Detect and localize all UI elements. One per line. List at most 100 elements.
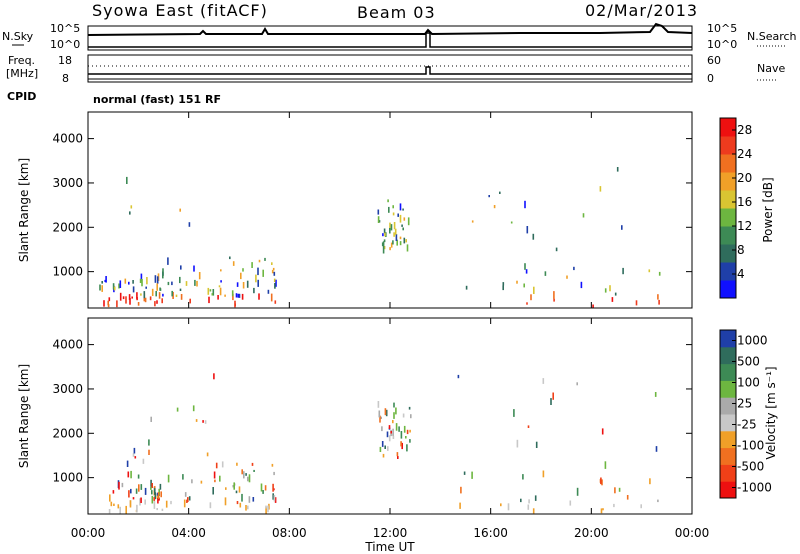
x-tick-label-0: 00:00 — [71, 526, 106, 540]
velocity-echo-cell-152 — [409, 429, 411, 433]
velocity-echo-cell-33 — [144, 499, 146, 505]
power-echo-cell-163 — [657, 294, 659, 300]
power-echo-cell-91 — [236, 282, 239, 287]
power-echo-cell-112 — [257, 279, 259, 287]
x-axis: 00:00 04:00 08:00 12:00 16:00 20:00 00:00 — [71, 526, 710, 540]
power-echo-cell-17 — [144, 297, 147, 303]
power-echo-cell-176 — [599, 186, 602, 192]
velocity-echo-cell-58 — [195, 419, 198, 422]
velocity-echo-cell-2 — [130, 488, 132, 494]
velocity-colorbar-segment-7 — [720, 363, 736, 381]
power-echo-cell-183 — [604, 288, 607, 293]
power-echo-cell-146 — [399, 236, 402, 240]
power-colorbar-tick-label-1: 8 — [737, 243, 745, 257]
velocity-echo-cell-49 — [134, 456, 137, 459]
velocity-echo-cell-198 — [459, 502, 461, 509]
velocity-echo-cell-132 — [379, 415, 381, 423]
velocity-echo-cell-63 — [183, 499, 186, 508]
x-tick-label-2: 08:00 — [272, 526, 307, 540]
noise-panel: N.Sky 10^5 10^0 10^5 10^0 N.Search — [2, 22, 797, 51]
velocity-echo-cell-57 — [148, 439, 150, 446]
power-echo-cell-196 — [648, 269, 651, 273]
velocity-echo-cell-108 — [272, 483, 274, 492]
velocity-echo-cell-81 — [247, 505, 249, 510]
velocity-ylabel: Slant Range [km] — [17, 364, 31, 468]
power-echo-cell-44 — [130, 205, 133, 209]
velocity-echo-cell-169 — [601, 428, 604, 435]
velocity-echo-cell-105 — [273, 488, 275, 491]
power-echo-cell-180 — [533, 286, 535, 294]
date-label: 02/Mar/2013 — [585, 1, 698, 20]
velocity-echo-cell-94 — [239, 502, 242, 508]
velocity-echo-cell-190 — [654, 392, 657, 397]
velocity-echo-cell-122 — [401, 442, 403, 450]
velocity-echo-cell-187 — [534, 495, 537, 501]
velocity-colorbar-tick-label-1: 500 — [737, 355, 760, 369]
velocity-echo-cell-170 — [601, 479, 603, 486]
power-echo-cell-159 — [394, 228, 397, 235]
freq-left-tick-bottom: 8 — [62, 72, 69, 85]
power-echo-cell-109 — [253, 287, 255, 294]
velocity-echo-cell-48 — [170, 500, 172, 505]
power-colorbar-frame — [719, 117, 737, 299]
velocity-echo-cell-92 — [238, 486, 241, 493]
power-echo-cell-119 — [271, 262, 273, 265]
power-echo-cell-21 — [103, 300, 105, 307]
power-echo-cell-133 — [378, 220, 381, 223]
velocity-echo-cell-145 — [392, 428, 394, 436]
velocity-echo-cell-130 — [384, 445, 386, 449]
velocity-echo-cell-72 — [138, 484, 140, 492]
power-colorbar-segment-3 — [720, 226, 736, 245]
velocity-echo-cell-129 — [380, 416, 382, 419]
power-echo-cell-60 — [136, 292, 138, 299]
power-echo-cell-129 — [383, 239, 386, 243]
power-echo-cell-29 — [112, 283, 115, 290]
velocity-echo-cell-127 — [395, 423, 398, 431]
velocity-echo-cell-106 — [232, 485, 234, 488]
power-echo-cell-140 — [395, 234, 398, 241]
power-echo-cell-38 — [146, 277, 148, 285]
power-echo-cell-175 — [611, 297, 614, 302]
velocity-echo-cell-45 — [209, 502, 212, 509]
power-echo-cell-108 — [219, 287, 222, 296]
power-ylabel: Slant Range [km] — [17, 158, 31, 262]
velocity-echo-cell-182 — [527, 504, 530, 510]
velocity-echo-cell-197 — [602, 508, 604, 511]
velocity-echo-cell-44 — [148, 449, 150, 455]
velocity-echo-cell-83 — [271, 463, 274, 467]
velocity-axes: 1000 2000 3000 4000 — [52, 318, 693, 514]
velocity-echo-cell-60 — [132, 453, 135, 457]
velocity-echo-cell-118 — [221, 461, 224, 468]
power-echo-cell-81 — [224, 294, 226, 297]
power-echo-cell-58 — [129, 298, 131, 305]
power-echo-cell-185 — [544, 271, 547, 276]
power-ytick-label-2: 3000 — [52, 176, 83, 190]
velocity-echo-cell-78 — [186, 499, 188, 503]
power-echo-cell-63 — [161, 298, 163, 304]
power-frame — [87, 111, 693, 309]
velocity-echo-cell-155 — [400, 431, 403, 439]
velocity-echo-cell-117 — [225, 487, 227, 490]
velocity-echo-cell-89 — [253, 469, 255, 472]
velocity-echo-cell-95 — [224, 497, 227, 506]
power-axes: 1000 2000 3000 4000 — [52, 112, 693, 308]
power-echo-cell-68 — [141, 279, 143, 287]
velocity-echo-cell-166 — [569, 500, 572, 506]
velocity-echo-cell-42 — [182, 474, 184, 480]
power-echoes — [99, 167, 661, 308]
power-echo-cell-139 — [392, 212, 395, 216]
velocity-echo-cell-199 — [535, 441, 538, 448]
power-echo-cell-89 — [235, 293, 238, 298]
velocity-echo-cell-184 — [604, 461, 607, 469]
velocity-echo-cell-101 — [273, 471, 275, 476]
power-echo-cell-160 — [524, 200, 526, 209]
power-echo-cell-173 — [573, 266, 575, 271]
power-echo-cell-105 — [232, 293, 234, 301]
power-colorbar-tick-label-0: 4 — [737, 267, 745, 281]
velocity-colorbar-segment-8 — [720, 346, 736, 365]
velocity-echo-cell-138 — [381, 426, 383, 432]
velocity-colorbar-tick-label-4: -25 — [737, 418, 757, 432]
power-echo-cell-143 — [382, 233, 384, 237]
power-echo-cell-83 — [240, 272, 242, 280]
power-echo-cell-187 — [609, 285, 611, 292]
